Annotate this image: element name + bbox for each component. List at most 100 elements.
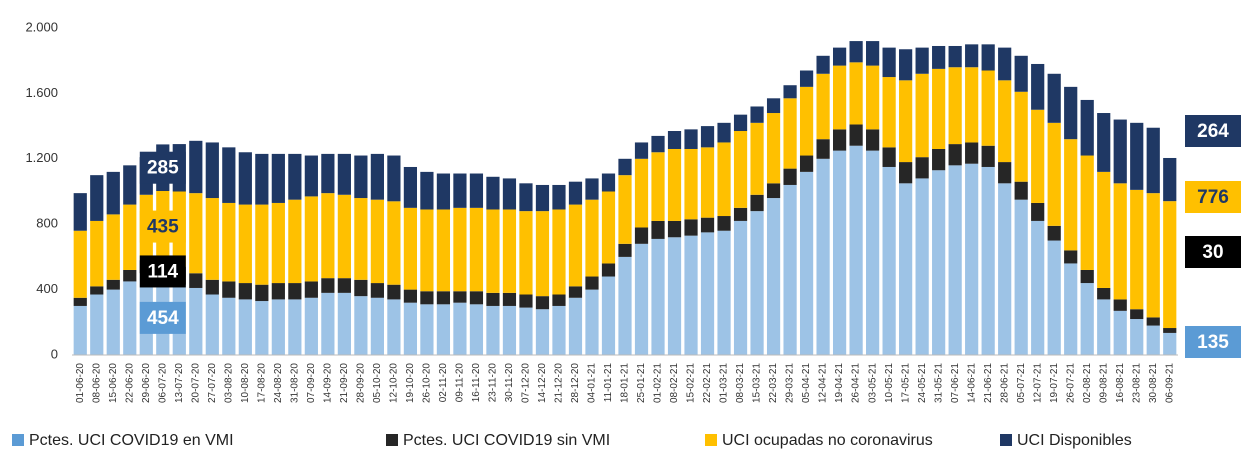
bar-segment	[1130, 309, 1144, 320]
bar-segment	[106, 171, 120, 215]
bar-segment	[535, 184, 550, 212]
bar-segment	[1130, 319, 1144, 355]
bar-segment	[535, 211, 550, 297]
x-tick-label: 28-12-20	[570, 363, 581, 403]
bar-segment	[618, 256, 632, 355]
bar-segment	[932, 68, 946, 149]
bar-segment	[1047, 73, 1061, 123]
bar-segment	[222, 147, 236, 203]
bar-segment	[585, 276, 599, 290]
bar-segment	[766, 113, 781, 184]
x-tick-label: 26-10-20	[422, 363, 433, 403]
bar-segment	[766, 98, 781, 114]
bar-segment	[469, 207, 484, 292]
x-tick-label: 08-03-21	[735, 363, 746, 403]
bar-segment	[222, 202, 236, 282]
bar-segment	[684, 219, 698, 236]
bar-segment	[288, 153, 302, 200]
x-tick-label: 02-11-20	[438, 363, 449, 403]
bar-segment	[453, 291, 467, 303]
data-label-box	[139, 255, 186, 288]
bar-segment	[535, 296, 550, 310]
bar-segment	[73, 193, 87, 231]
x-tick-label: 14-12-20	[537, 363, 548, 403]
bar-segment	[1031, 109, 1045, 203]
bar-segment	[403, 207, 418, 290]
x-tick-label: 17-05-21	[900, 363, 911, 403]
bar-segment	[238, 204, 252, 284]
bar-segment	[799, 86, 814, 156]
bar-segment	[486, 305, 500, 355]
bar-segment	[948, 165, 962, 355]
x-tick-label: 04-01-21	[587, 363, 598, 403]
bar-segment	[651, 238, 665, 355]
bar-segment	[684, 148, 698, 220]
bar-segment	[832, 150, 847, 355]
bar-segment	[106, 289, 120, 355]
bar-segment	[90, 220, 104, 287]
bar-segment	[783, 184, 797, 355]
bar-segment	[700, 232, 715, 355]
bar-segment	[387, 155, 401, 202]
y-tick-label: 0	[51, 346, 58, 361]
bar-segment	[948, 67, 962, 145]
bar-segment	[321, 193, 335, 279]
x-tick-label: 12-04-21	[818, 363, 829, 403]
x-tick-label: 15-06-20	[108, 363, 119, 403]
bar-segment	[783, 85, 797, 99]
bar-segment	[337, 194, 351, 279]
bar-segment	[998, 80, 1012, 163]
bar-segment	[816, 139, 830, 159]
x-tick-label: 27-07-20	[207, 363, 218, 403]
bar-segment	[189, 287, 203, 355]
bar-segment	[1146, 193, 1160, 318]
bar-segment	[255, 153, 269, 205]
x-tick-label: 28-09-20	[356, 363, 367, 403]
bar-segment	[205, 142, 219, 199]
bar-segment	[1080, 99, 1094, 156]
bar-segment	[519, 294, 533, 308]
bar-segment	[106, 214, 120, 280]
bar-segment	[1146, 127, 1160, 194]
bar-segment	[618, 243, 632, 257]
x-tick-label: 05-10-20	[372, 363, 383, 403]
bar-segment	[486, 176, 500, 210]
bar-segment	[1130, 189, 1144, 310]
data-label-box	[139, 301, 186, 334]
bar-segment	[1097, 171, 1111, 288]
bar-segment	[271, 299, 285, 355]
bar-segment	[205, 294, 219, 355]
x-tick-label: 21-09-20	[339, 363, 350, 403]
bar-segment	[1064, 86, 1078, 140]
bar-segment	[832, 47, 847, 66]
data-label-box	[1185, 326, 1241, 358]
bar-segment	[453, 173, 467, 208]
x-tick-label: 03-08-20	[223, 363, 234, 403]
bar-segment	[750, 194, 764, 212]
x-tick-label: 03-05-21	[867, 363, 878, 403]
bar-segment	[123, 281, 137, 355]
x-tick-label: 07-12-20	[521, 363, 532, 403]
data-label: 285	[147, 158, 179, 179]
bar-segment	[387, 284, 401, 300]
bar-segment	[1047, 225, 1061, 241]
bar-segment	[1113, 310, 1127, 355]
bar-segment	[271, 153, 285, 203]
bar-segment	[750, 122, 764, 195]
bar-segment	[1064, 139, 1078, 251]
bar-segment	[1080, 269, 1094, 284]
bar-segment	[1047, 122, 1061, 226]
bar-segment	[866, 41, 880, 66]
data-label-box	[1185, 115, 1241, 147]
x-tick-label: 05-04-21	[801, 363, 812, 403]
bar-segment	[552, 184, 566, 210]
x-tick-label: 30-08-21	[1148, 363, 1159, 403]
bar-segment	[700, 126, 715, 148]
bar-segment	[568, 204, 583, 287]
bar-segment	[552, 305, 566, 355]
bar-segment	[899, 49, 913, 81]
bar-segment	[189, 140, 203, 194]
x-tick-label: 24-05-21	[917, 363, 928, 403]
bar-segment	[255, 204, 269, 285]
